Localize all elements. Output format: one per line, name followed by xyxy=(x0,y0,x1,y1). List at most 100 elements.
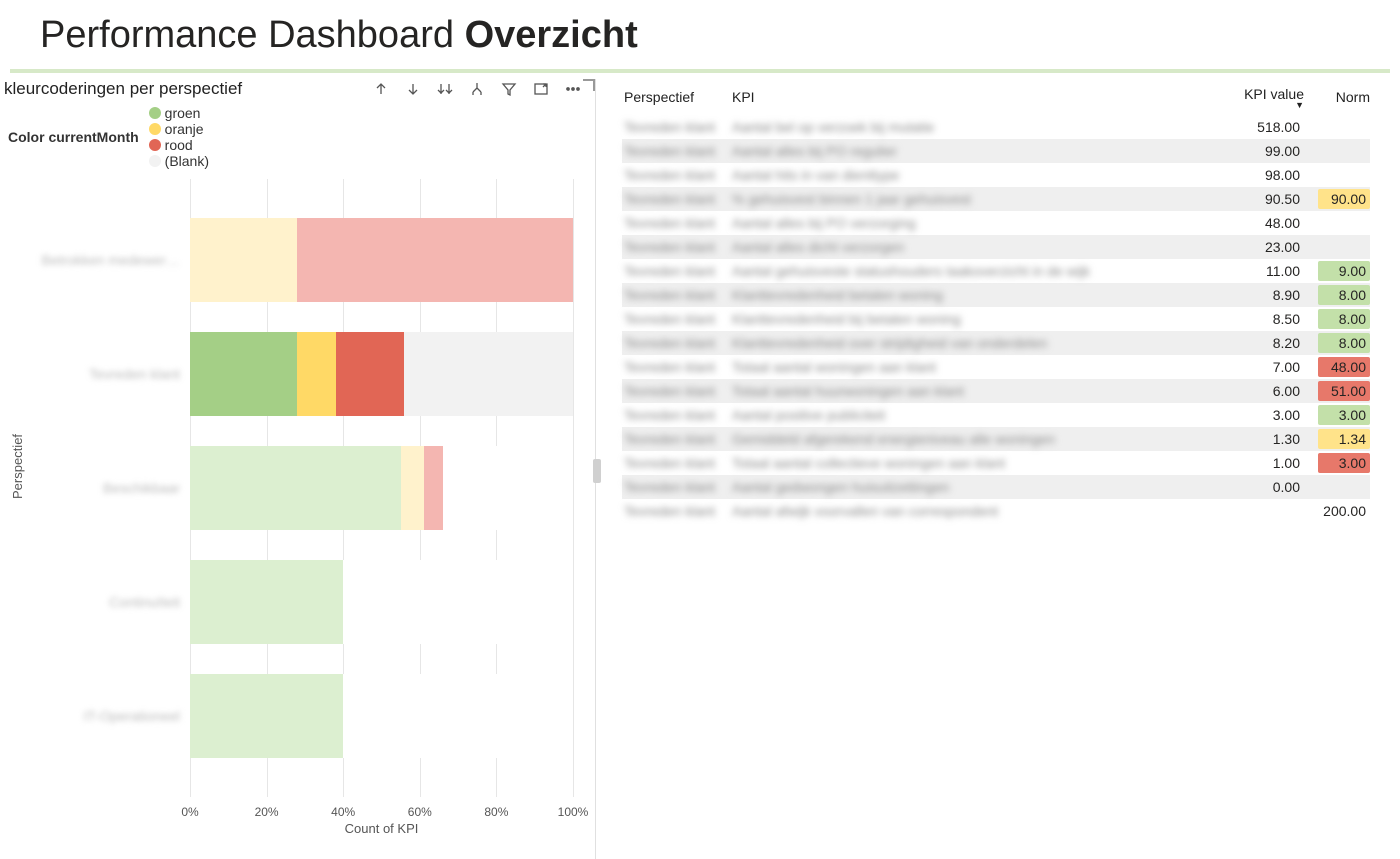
more-options-icon[interactable] xyxy=(563,79,583,99)
table-row[interactable]: Tevreden klantKlanttevredenheid betalen … xyxy=(622,283,1370,307)
table-row[interactable]: Tevreden klantAantal afwijk voorvallen v… xyxy=(622,499,1370,523)
cell-norm: 48.00 xyxy=(1310,357,1370,377)
legend-swatch xyxy=(149,155,161,167)
legend-label-text: groen xyxy=(165,105,201,121)
table-row[interactable]: Tevreden klantAantal alles bij PO verzor… xyxy=(622,211,1370,235)
bar-row[interactable]: Tevreden klant xyxy=(190,327,573,421)
cell-kpi: Aantal positive publiciteit xyxy=(732,407,1230,423)
table-row[interactable]: Tevreden klantGemiddeld afgerekend energ… xyxy=(622,427,1370,451)
cell-kpi-value: 3.00 xyxy=(1230,405,1304,425)
cell-perspectief: Tevreden klant xyxy=(622,167,732,183)
cell-kpi: Aantal gehuisveste statushouders taakove… xyxy=(732,263,1230,279)
category-label: Beschikbaar xyxy=(2,480,180,496)
expand-all-down-icon[interactable] xyxy=(435,79,455,99)
cell-kpi-value xyxy=(1230,503,1304,519)
chart-pane: kleurcoderingen per perspectief Color cu… xyxy=(0,79,596,859)
drill-up-icon[interactable] xyxy=(371,79,391,99)
cell-perspectief: Tevreden klant xyxy=(622,383,732,399)
table-row[interactable]: Tevreden klantAantal alles dicht verzorg… xyxy=(622,235,1370,259)
table-row[interactable]: Tevreden klantAantal bel op verzoek bij … xyxy=(622,115,1370,139)
table-row[interactable]: Tevreden klantAantal hits in van dientty… xyxy=(622,163,1370,187)
drill-down-icon[interactable] xyxy=(403,79,423,99)
cell-norm: 51.00 xyxy=(1310,381,1370,401)
bar-segment[interactable] xyxy=(443,446,573,530)
stacked-bar-chart[interactable]: Perspectief Betrokken medewer…Tevreden k… xyxy=(0,179,595,859)
cell-perspectief: Tevreden klant xyxy=(622,335,732,351)
cell-perspectief: Tevreden klant xyxy=(622,431,732,447)
col-header-norm[interactable]: Norm xyxy=(1310,89,1370,105)
bar-segment[interactable] xyxy=(190,674,343,758)
cell-perspectief: Tevreden klant xyxy=(622,263,732,279)
x-tick: 60% xyxy=(408,805,432,819)
cell-norm: 8.00 xyxy=(1310,333,1370,353)
bar-row[interactable]: Beschikbaar xyxy=(190,441,573,535)
bar-segment[interactable] xyxy=(336,332,405,416)
bar-segment[interactable] xyxy=(401,446,424,530)
cell-kpi-value: 90.50 xyxy=(1230,189,1304,209)
table-row[interactable]: Tevreden klantAantal alles bij PO reguli… xyxy=(622,139,1370,163)
cell-kpi-value: 0.00 xyxy=(1230,477,1304,497)
bar-segment[interactable] xyxy=(404,332,573,416)
category-label: IT-Operationeel xyxy=(2,708,180,724)
kpi-table: Perspectief KPI KPI value ▼ Norm Tevrede… xyxy=(596,79,1390,859)
cell-kpi: Totaal aantal huurwoningen aan klant xyxy=(732,383,1230,399)
bar-segment[interactable] xyxy=(297,332,335,416)
cell-kpi: Aantal bel op verzoek bij mutatie xyxy=(732,119,1230,135)
bar-segment[interactable] xyxy=(343,560,573,644)
legend-item[interactable]: rood xyxy=(149,137,209,153)
legend-label-text: rood xyxy=(165,137,193,153)
cell-perspectief: Tevreden klant xyxy=(622,215,732,231)
table-row[interactable]: Tevreden klant% gehuisvest binnen 1 jaar… xyxy=(622,187,1370,211)
x-tick: 100% xyxy=(558,805,589,819)
cell-norm: 3.00 xyxy=(1310,405,1370,425)
table-row[interactable]: Tevreden klantAantal gedwongen huisuitze… xyxy=(622,475,1370,499)
bar-segment[interactable] xyxy=(297,218,573,302)
focus-corner-icon xyxy=(583,79,595,91)
cell-kpi: Aantal alles bij PO verzorging xyxy=(732,215,1230,231)
cell-kpi-value: 1.00 xyxy=(1230,453,1304,473)
cell-norm: 90.00 xyxy=(1310,189,1370,209)
col-header-kpi-value[interactable]: KPI value ▼ xyxy=(1230,86,1304,108)
col-header-kpi[interactable]: KPI xyxy=(732,89,1230,105)
bar-segment[interactable] xyxy=(190,560,343,644)
x-axis-title: Count of KPI xyxy=(190,819,573,836)
legend-swatch xyxy=(149,123,161,135)
cell-perspectief: Tevreden klant xyxy=(622,239,732,255)
legend-item[interactable]: oranje xyxy=(149,121,209,137)
bar-segment[interactable] xyxy=(343,674,573,758)
legend-label-text: (Blank) xyxy=(165,153,209,169)
bar-segment[interactable] xyxy=(190,218,297,302)
legend-item[interactable]: groen xyxy=(149,105,209,121)
bar-row[interactable]: Betrokken medewer… xyxy=(190,213,573,307)
bar-segment[interactable] xyxy=(424,446,443,530)
legend-swatch xyxy=(149,139,161,151)
cell-perspectief: Tevreden klant xyxy=(622,287,732,303)
table-row[interactable]: Tevreden klantAantal positive publicitei… xyxy=(622,403,1370,427)
bar-segment[interactable] xyxy=(190,446,401,530)
table-row[interactable]: Tevreden klantTotaal aantal woningen aan… xyxy=(622,355,1370,379)
cell-kpi: % gehuisvest binnen 1 jaar gehuisvest xyxy=(732,191,1230,207)
x-tick: 20% xyxy=(255,805,279,819)
pane-resize-handle[interactable] xyxy=(593,459,601,483)
table-row[interactable]: Tevreden klantAantal gehuisveste statush… xyxy=(622,259,1370,283)
cell-kpi: Klanttevredenheid betalen woning xyxy=(732,287,1230,303)
cell-kpi: Aantal gedwongen huisuitzettingen xyxy=(732,479,1230,495)
bar-segment[interactable] xyxy=(190,332,297,416)
cell-norm: 8.00 xyxy=(1310,309,1370,329)
bar-row[interactable]: IT-Operationeel xyxy=(190,669,573,763)
legend-swatch xyxy=(149,107,161,119)
table-row[interactable]: Tevreden klantTotaal aantal huurwoningen… xyxy=(622,379,1370,403)
cell-perspectief: Tevreden klant xyxy=(622,119,732,135)
table-row[interactable]: Tevreden klantKlanttevredenheid over str… xyxy=(622,331,1370,355)
cell-perspectief: Tevreden klant xyxy=(622,455,732,471)
table-row[interactable]: Tevreden klantKlanttevredenheid bij beta… xyxy=(622,307,1370,331)
drill-hierarchy-icon[interactable] xyxy=(467,79,487,99)
filter-icon[interactable] xyxy=(499,79,519,99)
legend-item[interactable]: (Blank) xyxy=(149,153,209,169)
bar-row[interactable]: Continuïteit xyxy=(190,555,573,649)
cell-perspectief: Tevreden klant xyxy=(622,479,732,495)
focus-mode-icon[interactable] xyxy=(531,79,551,99)
legend-title: Color currentMonth xyxy=(8,129,139,145)
col-header-perspectief[interactable]: Perspectief xyxy=(622,89,732,105)
table-row[interactable]: Tevreden klantTotaal aantal collectieve … xyxy=(622,451,1370,475)
